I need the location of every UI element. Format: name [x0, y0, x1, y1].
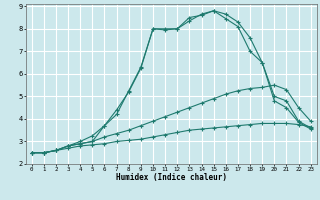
X-axis label: Humidex (Indice chaleur): Humidex (Indice chaleur)	[116, 173, 227, 182]
